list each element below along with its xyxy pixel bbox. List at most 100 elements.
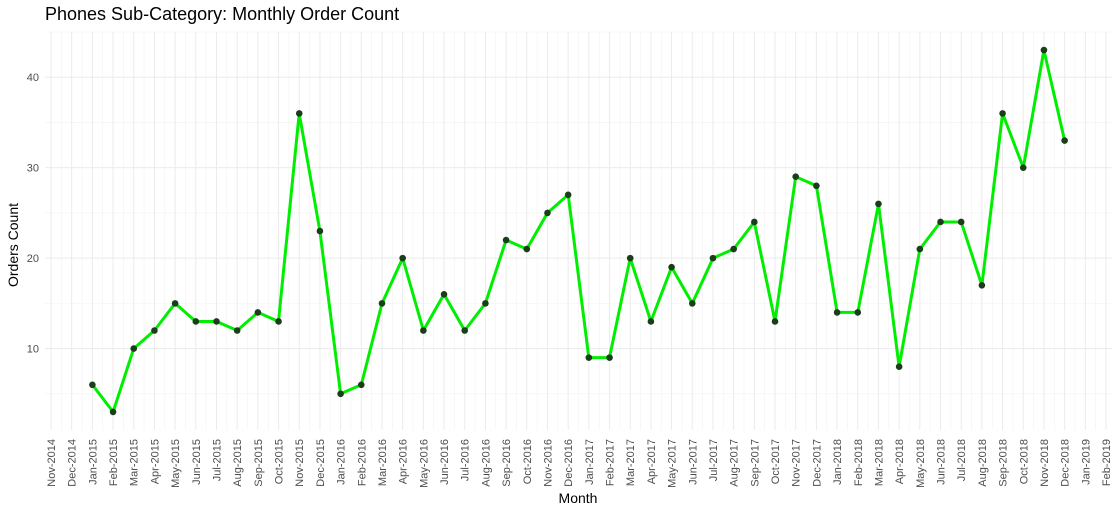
y-tick-label: 10 [27, 344, 39, 356]
data-point [420, 327, 427, 334]
x-tick-label: Oct-2015 [274, 439, 286, 484]
data-point [295, 110, 303, 117]
data-point [875, 200, 882, 208]
x-tick-label: Feb-2016 [356, 439, 368, 486]
data-point [978, 281, 986, 289]
x-tick-label: Jun-2016 [439, 439, 451, 485]
x-tick-label: Feb-2018 [853, 439, 865, 486]
x-tick-label: Aug-2016 [480, 439, 492, 487]
x-tick-label: Jul-2017 [708, 439, 720, 481]
x-tick-label: Dec-2016 [563, 439, 575, 487]
data-point [709, 254, 717, 262]
x-tick-label: Nov-2014 [46, 439, 58, 487]
x-tick-label: Oct-2018 [1018, 439, 1030, 484]
data-point [585, 354, 593, 361]
data-point [606, 354, 613, 361]
y-tick-label: 30 [27, 163, 39, 175]
data-point [378, 300, 386, 307]
data-point [668, 263, 675, 271]
data-point [337, 390, 344, 398]
x-tick-label: May-2016 [418, 439, 430, 488]
data-point [109, 408, 117, 416]
x-tick-label: Apr-2015 [149, 439, 161, 484]
data-point [564, 191, 572, 199]
data-point [688, 300, 696, 307]
x-tick-label: Apr-2018 [894, 439, 906, 484]
series-layer [89, 46, 1068, 416]
data-point [626, 254, 634, 262]
data-point [544, 209, 551, 217]
x-tick-label: May-2018 [915, 439, 927, 488]
x-tick-label: Mar-2016 [377, 439, 389, 486]
x-tick-label: Nov-2017 [791, 439, 803, 487]
data-point [482, 300, 489, 307]
data-point [957, 218, 965, 226]
data-point [151, 327, 158, 334]
data-point [792, 173, 800, 181]
data-point [357, 381, 365, 389]
data-point [316, 227, 324, 235]
x-tick-label: Dec-2017 [811, 439, 823, 487]
data-point [937, 218, 944, 226]
data-point [1040, 46, 1048, 54]
data-point [916, 245, 924, 253]
x-tick-label: Jul-2015 [211, 439, 223, 481]
data-point [440, 291, 448, 298]
data-point [399, 254, 406, 262]
data-point [730, 245, 737, 253]
y-axis-ticks: 10 20 30 40 [27, 72, 39, 355]
x-tick-label: Feb-2015 [108, 439, 120, 486]
data-point [213, 318, 220, 325]
x-tick-label: Mar-2015 [129, 439, 141, 486]
x-tick-label: Sep-2015 [253, 439, 265, 487]
x-tick-label: Jan-2018 [832, 439, 844, 485]
data-point [461, 327, 469, 334]
x-tick-label: Sep-2018 [998, 439, 1010, 487]
x-tick-label: Jun-2018 [936, 439, 948, 485]
x-tick-label: Sep-2016 [501, 439, 513, 487]
chart-title: Phones Sub-Category: Monthly Order Count [45, 4, 399, 24]
x-tick-label: Apr-2016 [398, 439, 410, 484]
x-tick-label: Aug-2018 [977, 439, 989, 487]
x-tick-label: Apr-2017 [646, 439, 658, 484]
x-tick-label: May-2015 [170, 439, 182, 488]
x-tick-label: Oct-2016 [522, 439, 534, 484]
x-tick-label: Jul-2018 [956, 439, 968, 481]
x-tick-label: May-2017 [667, 439, 679, 488]
x-tick-label: Jan-2016 [336, 439, 348, 485]
y-tick-label: 20 [27, 253, 39, 265]
data-point [171, 300, 179, 307]
y-axis-title: Orders Count [5, 203, 21, 287]
data-point [647, 318, 655, 325]
data-point [999, 110, 1006, 117]
x-tick-label: Mar-2018 [873, 439, 885, 486]
x-axis-ticks: Nov-2014 Dec-2014 Jan-2015 Feb-2015 Mar-2015… [46, 439, 1113, 488]
data-point [833, 309, 841, 316]
data-point [275, 318, 282, 325]
data-point [502, 236, 510, 244]
x-tick-label: Jan-2015 [87, 439, 99, 485]
data-point [233, 327, 241, 334]
x-tick-label: Nov-2015 [294, 439, 306, 487]
data-point [895, 363, 903, 370]
data-point [1061, 137, 1068, 144]
data-point [89, 381, 96, 389]
x-tick-label: Feb-2017 [605, 439, 617, 486]
x-tick-label: Dec-2018 [1060, 439, 1072, 487]
x-tick-label: Nov-2016 [542, 439, 554, 487]
x-tick-label: Mar-2017 [625, 439, 637, 486]
data-point [854, 309, 862, 316]
x-tick-label: Sep-2017 [749, 439, 761, 487]
x-tick-label: Jun-2017 [687, 439, 699, 485]
grid [45, 31, 1112, 430]
data-point [1019, 164, 1027, 171]
x-tick-label: Jun-2015 [191, 439, 203, 485]
x-tick-label: Jan-2017 [584, 439, 596, 485]
series-line [90, 48, 1067, 414]
data-point [192, 318, 200, 325]
data-point [813, 182, 820, 190]
x-tick-label: Jan-2019 [1080, 439, 1092, 485]
x-tick-label: Aug-2015 [232, 439, 244, 487]
y-tick-label: 40 [27, 72, 39, 84]
